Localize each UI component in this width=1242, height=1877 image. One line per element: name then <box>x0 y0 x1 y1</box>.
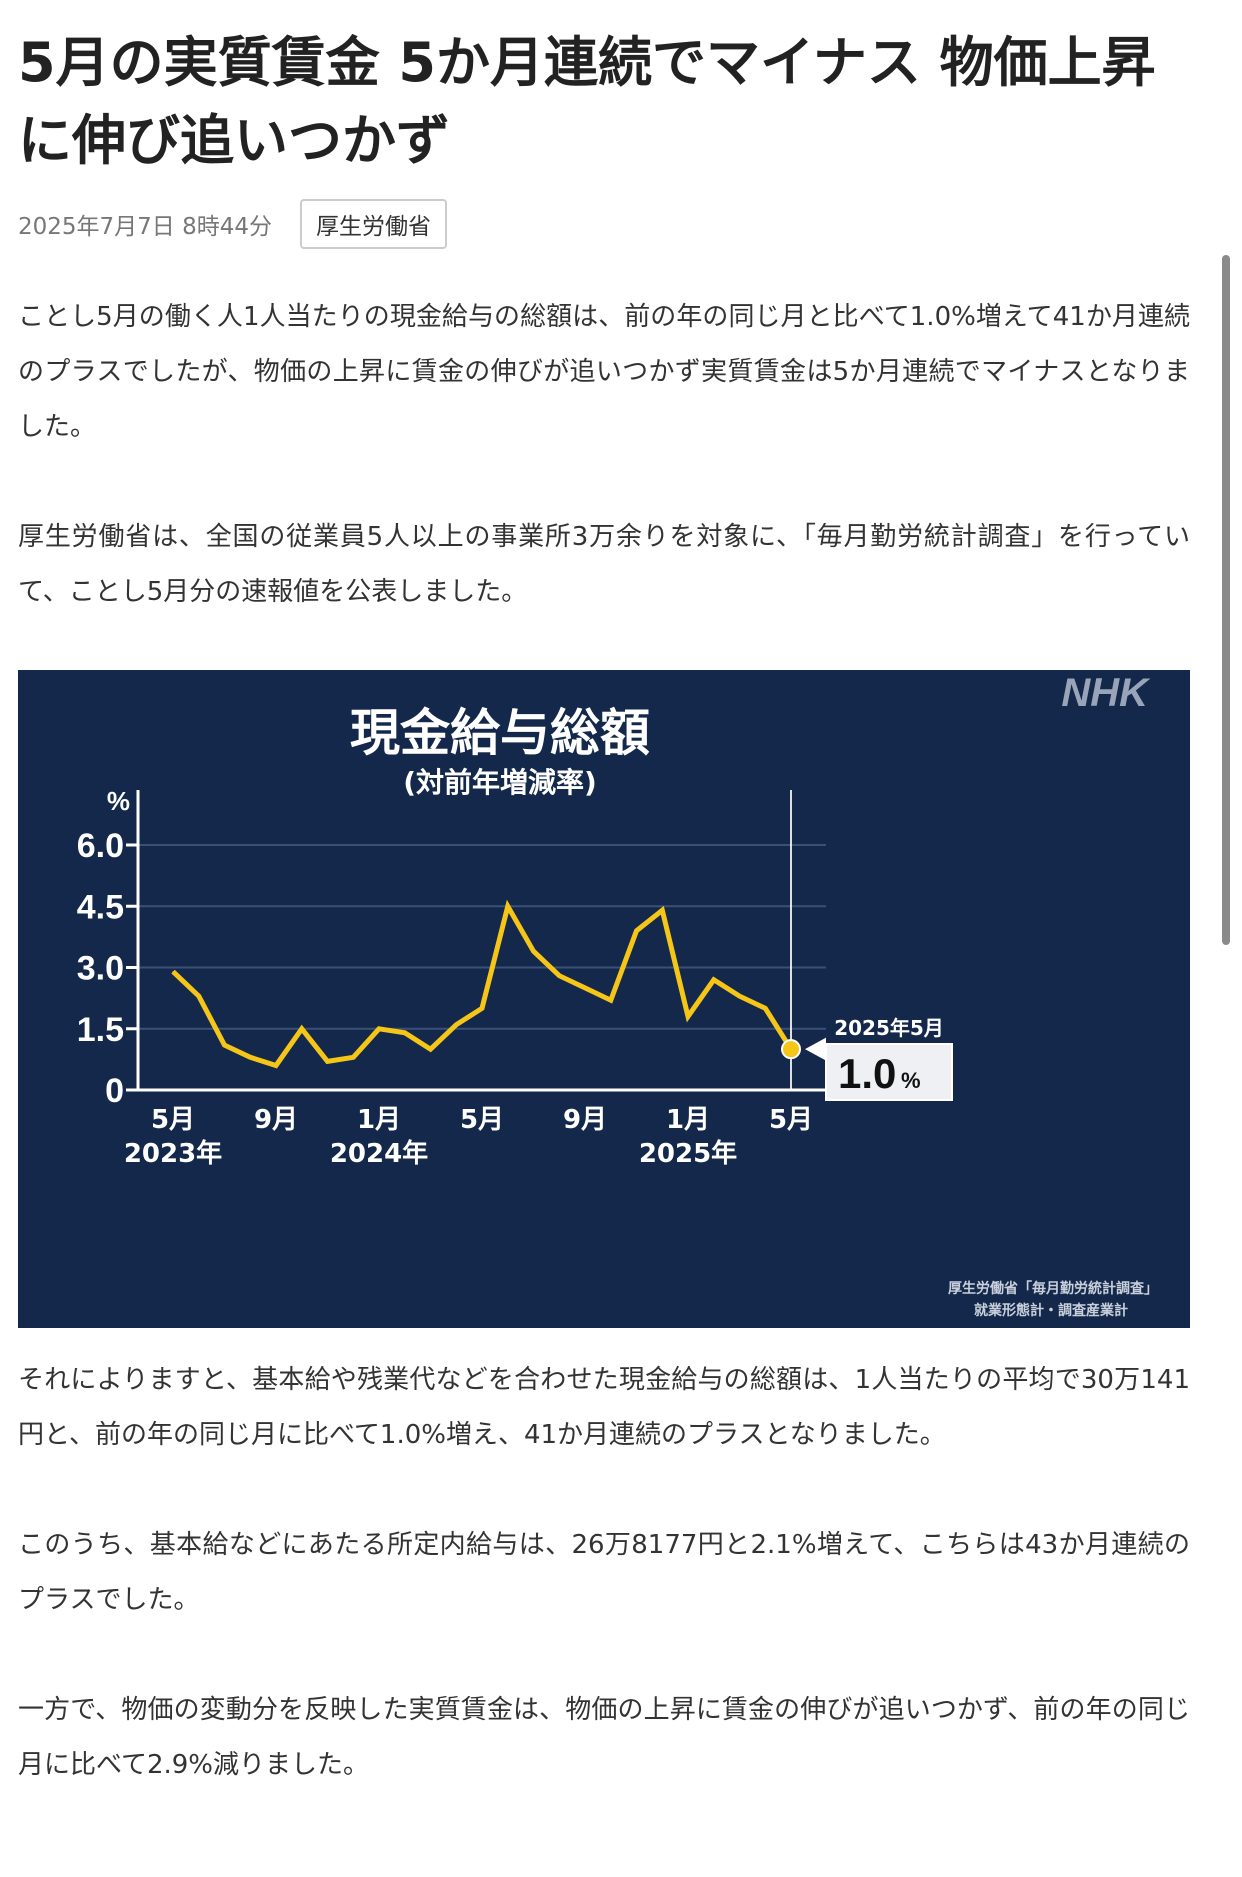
data-point <box>404 1032 406 1034</box>
chart-figure: NHK 現金給与総額 (対前年増減率) % 6.0 4.5 3.0 1.5 0 5月 202… <box>18 670 1190 1328</box>
x-tick-month: 5月 <box>151 1105 195 1135</box>
data-point <box>430 1048 431 1050</box>
y-tick-label: 1.5 <box>77 1011 124 1049</box>
y-tick-label: 6.0 <box>77 827 124 865</box>
x-tick-month: 9月 <box>254 1105 298 1135</box>
wage-line-chart: NHK 現金給与総額 (対前年増減率) % 6.04.53.01.505月202… <box>77 671 1158 1319</box>
article-headline: 5月の実質賃金 5か月連続でマイナス 物価上昇に伸び追いつかず <box>18 31 1156 172</box>
nhk-logo: NHK <box>1061 671 1151 715</box>
chart-subtitle: (対前年増減率) <box>403 766 597 799</box>
data-point <box>764 1007 766 1009</box>
data-point <box>739 995 740 997</box>
data-point <box>455 1024 457 1026</box>
data-point <box>636 930 637 932</box>
article-paragraph-1: ことし5月の働く人1人当たりの現金給与の総額は、前の年の同じ月と比べて1.0%増… <box>18 302 1190 442</box>
data-point <box>378 1028 380 1030</box>
data-point <box>533 950 534 952</box>
data-point <box>224 1044 225 1046</box>
article-meta: 2025年7月7日 8時44分 厚生労働省 <box>18 199 1190 249</box>
callout-label: 2025年5月 <box>834 1016 944 1040</box>
source-line-2: 就業形態計・調査産業計 <box>974 1302 1128 1319</box>
x-tick-year: 2024年 <box>330 1138 428 1169</box>
data-point <box>352 1056 354 1058</box>
x-tick-year: 2023年 <box>124 1138 222 1169</box>
article-paragraph-5: 一方で、物価の変動分を反映した実質賃金は、物価の上昇に賃金の伸びが追いつかず、前… <box>18 1695 1190 1780</box>
publish-date: 2025年7月7日 8時44分 <box>18 214 273 240</box>
article-paragraph-4: このうち、基本給などにあたる所定内給与は、26万8177円と2.1%増えて、こち… <box>18 1530 1190 1615</box>
latest-point <box>781 1039 801 1060</box>
data-point <box>172 971 174 973</box>
data-point <box>301 1028 303 1030</box>
data-point <box>610 999 612 1001</box>
data-point <box>661 909 663 911</box>
x-tick-month: 5月 <box>460 1105 504 1135</box>
callout-header-bg <box>826 1008 952 1044</box>
callout-value-box <box>825 1043 953 1101</box>
data-point <box>713 979 715 981</box>
category-tag[interactable]: 厚生労働省 <box>300 199 448 249</box>
chart-title: 現金給与総額 <box>350 704 650 762</box>
data-point <box>481 1007 483 1009</box>
data-point <box>327 1060 328 1062</box>
data-point <box>558 975 560 977</box>
x-tick-month: 9月 <box>563 1105 607 1135</box>
callout-pointer <box>805 1037 827 1062</box>
x-tick-month: 1月 <box>666 1105 710 1135</box>
source-line-1: 厚生労働省「毎月勤労統計調査」 <box>948 1280 1158 1297</box>
y-tick-label: 4.5 <box>77 888 124 926</box>
x-tick-year: 2025年 <box>639 1138 737 1169</box>
y-tick-label: 0 <box>105 1072 124 1110</box>
article: 5月の実質賃金 5か月連続でマイナス 物価上昇に伸び追いつかず 2025年7月7… <box>18 0 1190 1793</box>
data-point <box>687 1016 689 1017</box>
callout-value: 1.0 <box>838 1050 896 1097</box>
data-point <box>275 1065 277 1066</box>
article-paragraph-3: それによりますと、基本給や残業代などを合わせた現金給与の総額は、1人当たりの平均… <box>18 1365 1190 1450</box>
data-point <box>584 987 586 989</box>
x-tick-month: 1月 <box>357 1105 401 1135</box>
callout-unit: % <box>901 1068 921 1093</box>
series-line <box>171 899 794 1069</box>
x-tick-month: 5月 <box>769 1105 813 1135</box>
data-point <box>507 905 509 907</box>
data-point <box>198 995 200 997</box>
article-paragraph-2: 厚生労働省は、全国の従業員5人以上の事業所3万余りを対象に、「毎月勤労統計調査」… <box>18 522 1190 607</box>
page-scrollbar[interactable] <box>1222 255 1230 945</box>
y-axis-unit: % <box>107 786 130 816</box>
y-tick-label: 3.0 <box>77 950 124 988</box>
data-point <box>249 1056 251 1058</box>
